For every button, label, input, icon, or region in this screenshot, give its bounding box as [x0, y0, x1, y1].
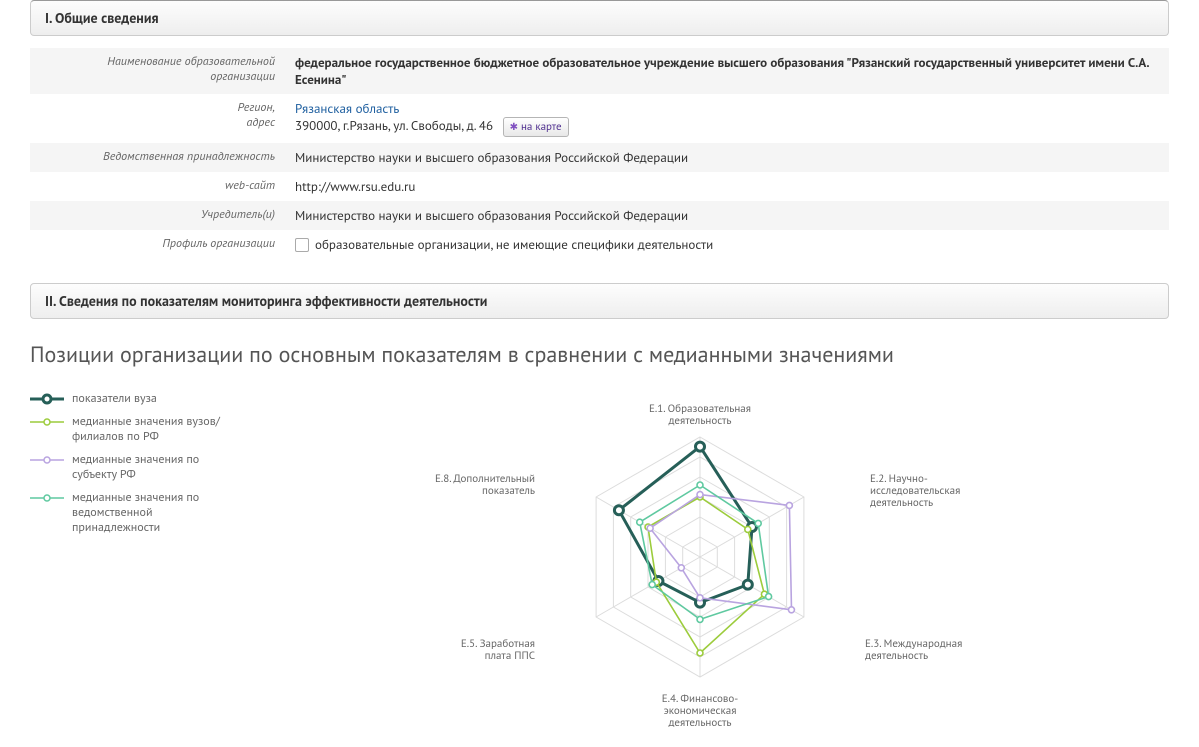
table-row: Профиль организации образовательные орга… [30, 230, 1169, 259]
table-row: Учредитель(и) Министерство науки и высше… [30, 201, 1169, 230]
checkbox-icon [295, 238, 309, 252]
section2-title: II. Сведения по показателям мониторинга … [45, 292, 487, 310]
legend-swatch [30, 416, 64, 428]
table-row: web-сайт http://www.rsu.edu.ru [30, 172, 1169, 201]
info-table: Наименование образовательной организации… [30, 48, 1169, 259]
legend-label: показатели вуза [72, 391, 157, 406]
svg-text:Е.1. Образовательнаядеятельнос: Е.1. Образовательнаядеятельность [648, 402, 750, 428]
legend-label: медианные значения вузов/филиалов по РФ [72, 414, 230, 444]
section2-header: II. Сведения по показателям мониторинга … [30, 283, 1169, 319]
web-value: http://www.rsu.edu.ru [285, 172, 1169, 201]
legend-swatch [30, 492, 64, 504]
table-row: Ведомственная принадлежность Министерств… [30, 143, 1169, 172]
founder-value: Министерство науки и высшего образования… [285, 201, 1169, 230]
legend-item: медианные значения по ведомственной прин… [30, 490, 230, 535]
dept-label: Ведомственная принадлежность [30, 143, 285, 172]
name-label: Наименование образовательной организации [30, 48, 285, 94]
radar-chart: Е.1. Образовательнаядеятельность Е.2. Нау… [230, 387, 1169, 727]
section1-title: I. Общие сведения [45, 9, 159, 27]
chart-row: показатели вуза медианные значения вузов/… [30, 387, 1169, 727]
legend: показатели вуза медианные значения вузов/… [30, 387, 230, 543]
section1-header: I. Общие сведения [30, 0, 1169, 36]
table-row: Наименование образовательной организации… [30, 48, 1169, 94]
svg-text:Е.4. Финансово-экономическаяде: Е.4. Финансово-экономическаядеятельность [661, 692, 738, 727]
legend-item: медианные значения по субъекту РФ [30, 452, 230, 482]
web-label: web-сайт [30, 172, 285, 201]
dept-value: Министерство науки и высшего образования… [285, 143, 1169, 172]
svg-text:Е.5. Заработнаяплата ППС: Е.5. Заработнаяплата ППС [460, 637, 534, 663]
address-value: 390000, г.Рязань, ул. Свободы, д. 46 [295, 117, 493, 134]
legend-label: медианные значения по ведомственной прин… [72, 490, 230, 535]
legend-label: медианные значения по субъекту РФ [72, 452, 230, 482]
subtitle: Позиции организации по основным показате… [30, 341, 1169, 369]
map-button[interactable]: на карте [503, 117, 569, 137]
region-label: Регион, адрес [30, 94, 285, 143]
legend-swatch [30, 454, 64, 466]
legend-item: показатели вуза [30, 391, 230, 406]
profile-value: образовательные организации, не имеющие … [315, 236, 713, 253]
legend-item: медианные значения вузов/филиалов по РФ [30, 414, 230, 444]
svg-text:Е.8. Дополнительныйпоказатель: Е.8. Дополнительныйпоказатель [435, 472, 535, 498]
region-link[interactable]: Рязанская область [295, 100, 399, 117]
name-value: федеральное государственное бюджетное об… [295, 54, 1149, 88]
founder-label: Учредитель(и) [30, 201, 285, 230]
profile-label: Профиль организации [30, 230, 285, 259]
svg-text:Е.3. Международнаядеятельность: Е.3. Международнаядеятельность [865, 637, 962, 663]
legend-swatch [30, 393, 64, 405]
table-row: Регион, адрес Рязанская область 390000, … [30, 94, 1169, 143]
svg-text:Е.2. Научно-исследовательскаяд: Е.2. Научно-исследовательскаядеятельност… [870, 472, 960, 510]
